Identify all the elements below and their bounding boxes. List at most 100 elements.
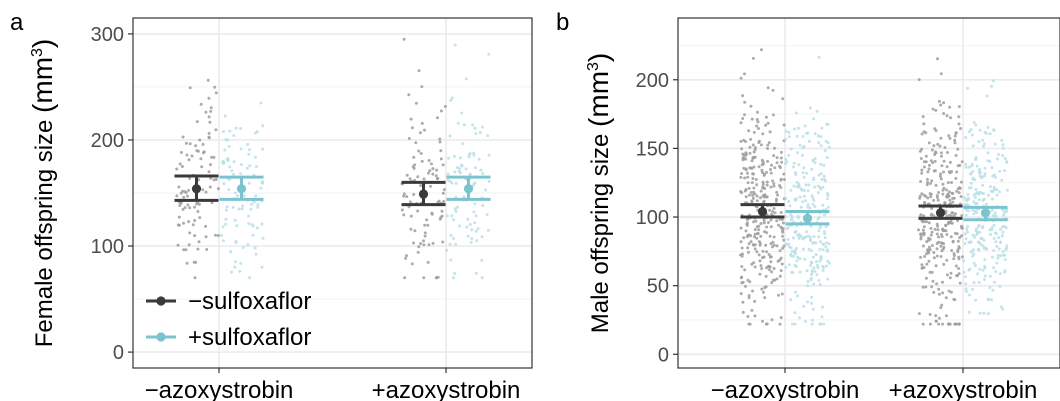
data-point [925,240,929,244]
data-point [407,93,411,97]
data-point [923,255,927,258]
data-point [826,205,830,209]
data-point [487,52,491,56]
data-point [945,114,949,118]
data-point [769,225,773,229]
data-point [230,169,234,173]
data-point [935,282,939,286]
data-point [460,111,464,115]
data-point [819,257,823,261]
data-point [993,175,997,179]
y-axis-title-unit: (mm [583,71,614,127]
data-point [827,261,831,265]
data-point [809,264,813,267]
data-point [744,140,748,143]
data-point [818,247,822,251]
data-point [780,292,784,296]
data-point [967,165,971,169]
data-point [990,228,994,232]
data-point [938,144,942,148]
data-point [976,240,980,244]
data-point [744,229,748,233]
data-point [177,215,181,219]
data-point [405,195,409,199]
data-point [776,193,780,197]
data-point [768,130,772,134]
data-point [952,257,956,261]
data-point [452,236,455,240]
data-point [781,221,785,225]
data-point [747,242,751,246]
data-point [752,220,756,224]
data-point [978,128,982,132]
data-point [965,230,969,234]
data-point [970,133,974,137]
data-point [797,163,801,167]
data-point [951,200,955,204]
data-point [799,205,803,209]
data-point [990,255,994,259]
data-point [813,205,817,209]
data-point [183,190,187,194]
data-point [933,159,937,163]
data-point [977,140,981,144]
data-point [741,117,745,120]
data-point [944,314,948,318]
data-point [226,159,230,163]
data-point [753,247,757,251]
y-axis-title-unit: (mm [27,57,58,113]
data-point [971,233,975,237]
data-point [953,322,957,326]
data-point [416,250,420,254]
data-point [919,157,923,160]
data-point [240,207,244,211]
data-point [207,96,211,100]
y-tick-label: 200 [91,130,124,152]
data-point [798,270,802,274]
data-point [798,195,802,199]
data-point [743,176,747,180]
data-point [447,156,451,160]
data-point [971,248,975,252]
data-point [820,126,824,130]
data-point [417,149,421,153]
data-point [996,256,1000,260]
data-point [995,193,999,197]
data-point [473,202,477,206]
data-point [949,220,953,224]
data-point [816,191,820,195]
data-point [796,216,800,220]
data-point [953,212,957,216]
data-point [984,202,988,206]
data-point [941,188,945,192]
data-point [922,225,926,229]
data-point [481,172,485,176]
data-point [810,295,814,299]
data-point [921,228,925,232]
data-point [929,233,933,237]
data-point [789,246,793,250]
data-point [977,247,980,251]
data-point [765,180,769,184]
data-point [761,160,765,164]
data-point [818,186,822,190]
data-point [207,170,211,174]
data-point [778,166,782,170]
legend-key-point [156,332,166,342]
data-point [178,204,182,207]
data-point [474,214,478,218]
data-point [434,174,438,178]
data-point [939,72,943,76]
data-point [809,249,813,253]
data-point [741,310,745,314]
data-point [760,168,764,172]
data-point [803,124,807,128]
data-point [928,270,932,274]
data-point [924,276,928,280]
data-point [449,98,453,102]
data-point [770,270,774,274]
data-point [793,250,797,254]
data-point [739,121,743,125]
data-point [827,242,831,246]
data-point [761,319,764,323]
